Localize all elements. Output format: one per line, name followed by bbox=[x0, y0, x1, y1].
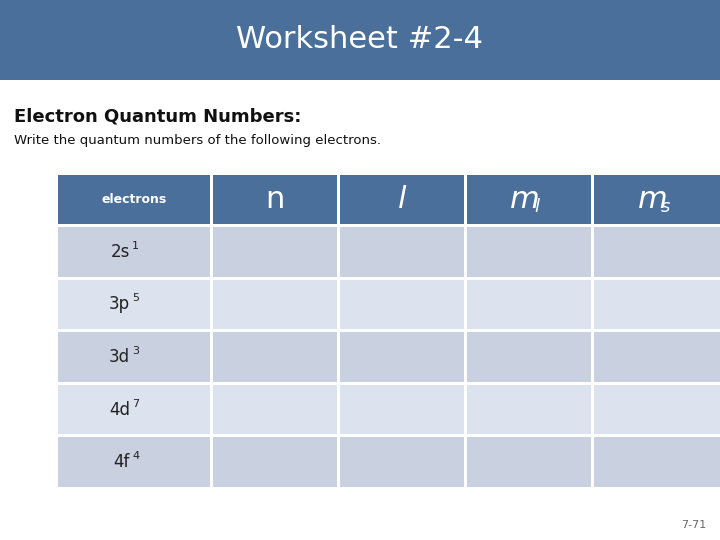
Text: Electron Quantum Numbers:: Electron Quantum Numbers: bbox=[14, 108, 302, 126]
Bar bbox=[58, 332, 210, 382]
Text: n: n bbox=[265, 185, 284, 214]
Bar bbox=[340, 227, 464, 276]
Bar bbox=[594, 175, 720, 224]
Bar bbox=[340, 437, 464, 487]
Bar bbox=[58, 437, 210, 487]
Bar bbox=[467, 175, 591, 224]
Bar bbox=[213, 385, 337, 434]
Text: s: s bbox=[660, 198, 670, 217]
Bar bbox=[467, 385, 591, 434]
Text: Write the quantum numbers of the following electrons.: Write the quantum numbers of the followi… bbox=[14, 134, 381, 147]
Text: 5: 5 bbox=[132, 293, 139, 303]
Bar bbox=[594, 332, 720, 382]
Bar bbox=[213, 227, 337, 276]
Text: Worksheet #2-4: Worksheet #2-4 bbox=[236, 25, 484, 55]
Text: 4d: 4d bbox=[109, 401, 130, 418]
Bar bbox=[58, 175, 210, 224]
Bar bbox=[58, 227, 210, 276]
Bar bbox=[467, 227, 591, 276]
Text: 2s: 2s bbox=[111, 242, 130, 261]
Bar bbox=[340, 332, 464, 382]
Bar bbox=[467, 332, 591, 382]
Text: m: m bbox=[638, 185, 668, 214]
Bar bbox=[594, 385, 720, 434]
Text: electrons: electrons bbox=[102, 193, 166, 206]
Text: 3p: 3p bbox=[109, 295, 130, 313]
Bar bbox=[340, 385, 464, 434]
Bar bbox=[213, 175, 337, 224]
Text: 1: 1 bbox=[132, 241, 139, 251]
Bar bbox=[594, 227, 720, 276]
Text: 3d: 3d bbox=[109, 348, 130, 366]
Text: 3: 3 bbox=[132, 346, 139, 356]
Bar bbox=[594, 280, 720, 329]
Bar bbox=[213, 332, 337, 382]
Bar bbox=[340, 175, 464, 224]
Text: l: l bbox=[534, 198, 539, 217]
Bar bbox=[213, 280, 337, 329]
Bar bbox=[467, 280, 591, 329]
Text: 4: 4 bbox=[132, 451, 139, 461]
Text: l: l bbox=[397, 185, 406, 214]
Bar bbox=[467, 437, 591, 487]
Bar bbox=[340, 280, 464, 329]
Text: 4f: 4f bbox=[114, 453, 130, 471]
Bar bbox=[58, 280, 210, 329]
Bar bbox=[594, 437, 720, 487]
Text: 7: 7 bbox=[132, 399, 139, 409]
Bar bbox=[58, 385, 210, 434]
Text: m: m bbox=[510, 185, 540, 214]
Text: 7-71: 7-71 bbox=[680, 520, 706, 530]
Bar bbox=[213, 437, 337, 487]
Bar bbox=[0, 0, 720, 80]
